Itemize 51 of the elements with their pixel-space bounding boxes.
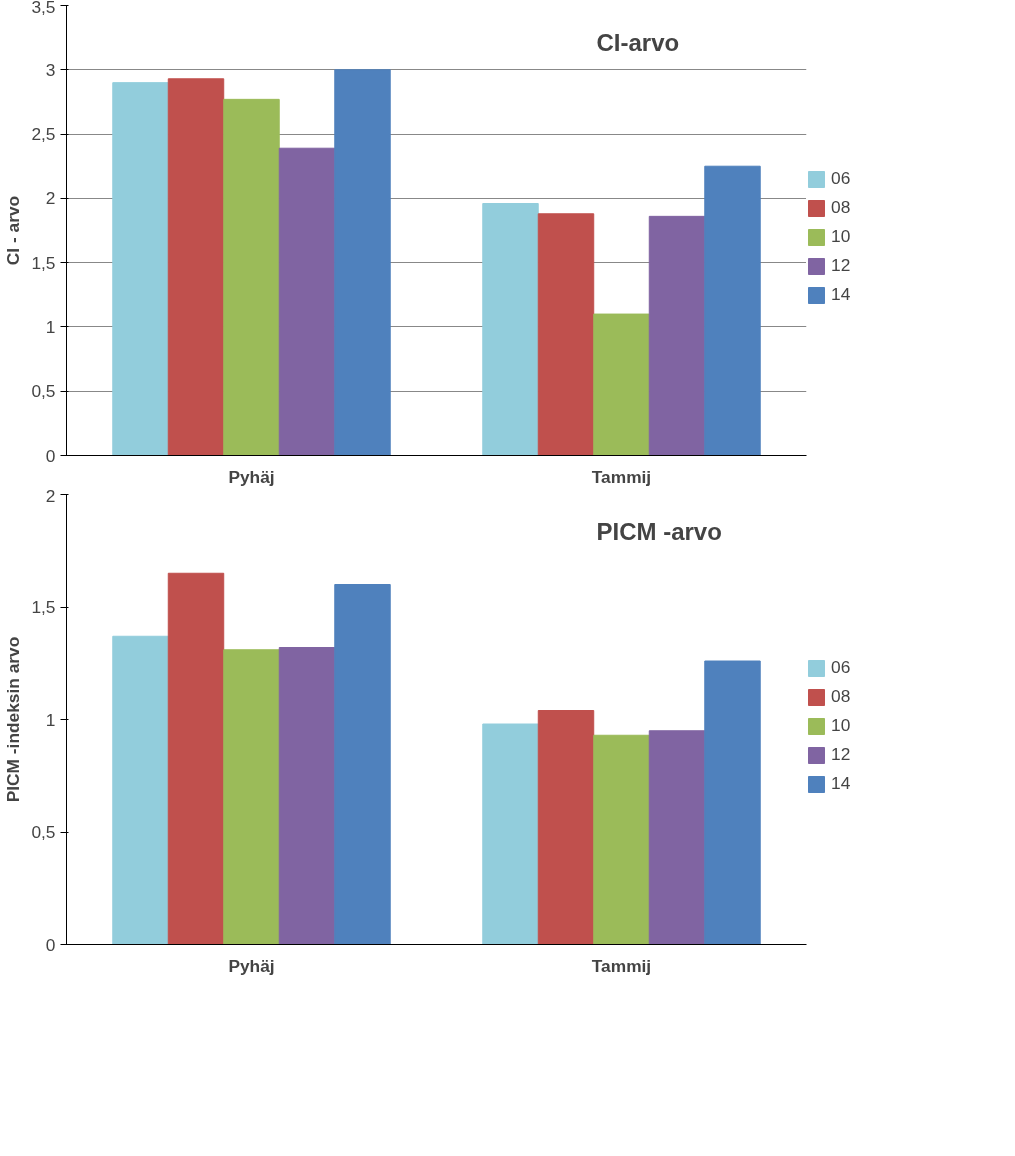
bar (482, 203, 539, 456)
text: PICM -arvo (596, 517, 722, 545)
y-tick-label: 2 (45, 485, 56, 506)
bar (334, 69, 391, 456)
y-tick-label: 1,5 (31, 252, 56, 273)
y-tick-label: 0 (45, 934, 56, 955)
text: CI-arvo (596, 28, 680, 56)
x-tick-label: Pyhäj (228, 955, 275, 976)
legend-label: 14 (831, 284, 851, 305)
bar (278, 647, 336, 945)
legend-label: 12 (831, 744, 851, 765)
y-tick-label: 0 (45, 445, 56, 466)
y-tick-label: 2 (45, 188, 56, 209)
bar (223, 649, 280, 945)
legend-label: 14 (831, 773, 851, 794)
y-tick-label: 1,5 (31, 597, 56, 617)
legend-label: 10 (831, 715, 851, 736)
y-tick-label: 3,5 (31, 0, 56, 17)
bar (334, 584, 391, 945)
bar (648, 730, 706, 945)
y-tick-label: 2,5 (31, 124, 56, 145)
bar (112, 635, 169, 945)
bar (648, 215, 706, 456)
bar (482, 723, 539, 945)
bar (704, 660, 761, 945)
legend-label: 06 (831, 657, 851, 678)
bar (704, 165, 761, 456)
x-tick-label: Tammij (591, 466, 652, 487)
y-tick-label: 0,5 (31, 822, 56, 842)
x-tick-label: Pyhäj (228, 466, 275, 487)
x-tick-label: Tammij (591, 955, 652, 976)
y-axis-title: CI - arvo (3, 195, 24, 266)
y-tick-label: 3 (45, 59, 56, 80)
legend-label: 08 (831, 686, 851, 707)
y-tick-label: 1 (45, 709, 56, 730)
legend-label: 12 (831, 255, 851, 276)
legend-label: 06 (831, 168, 851, 189)
y-tick-label: 0,5 (31, 381, 56, 402)
legend-label: 08 (831, 197, 851, 218)
bar (537, 710, 595, 945)
bar (223, 98, 280, 456)
bar (593, 734, 650, 945)
bar (112, 82, 169, 456)
bar (537, 213, 595, 456)
legend-label: 10 (831, 226, 851, 247)
y-tick-label: 1 (45, 316, 56, 337)
bar (167, 78, 225, 456)
y-axis-title: PICM -indeksin arvo (3, 636, 24, 803)
bar (278, 147, 336, 456)
bar (593, 313, 650, 456)
bar (167, 572, 225, 945)
